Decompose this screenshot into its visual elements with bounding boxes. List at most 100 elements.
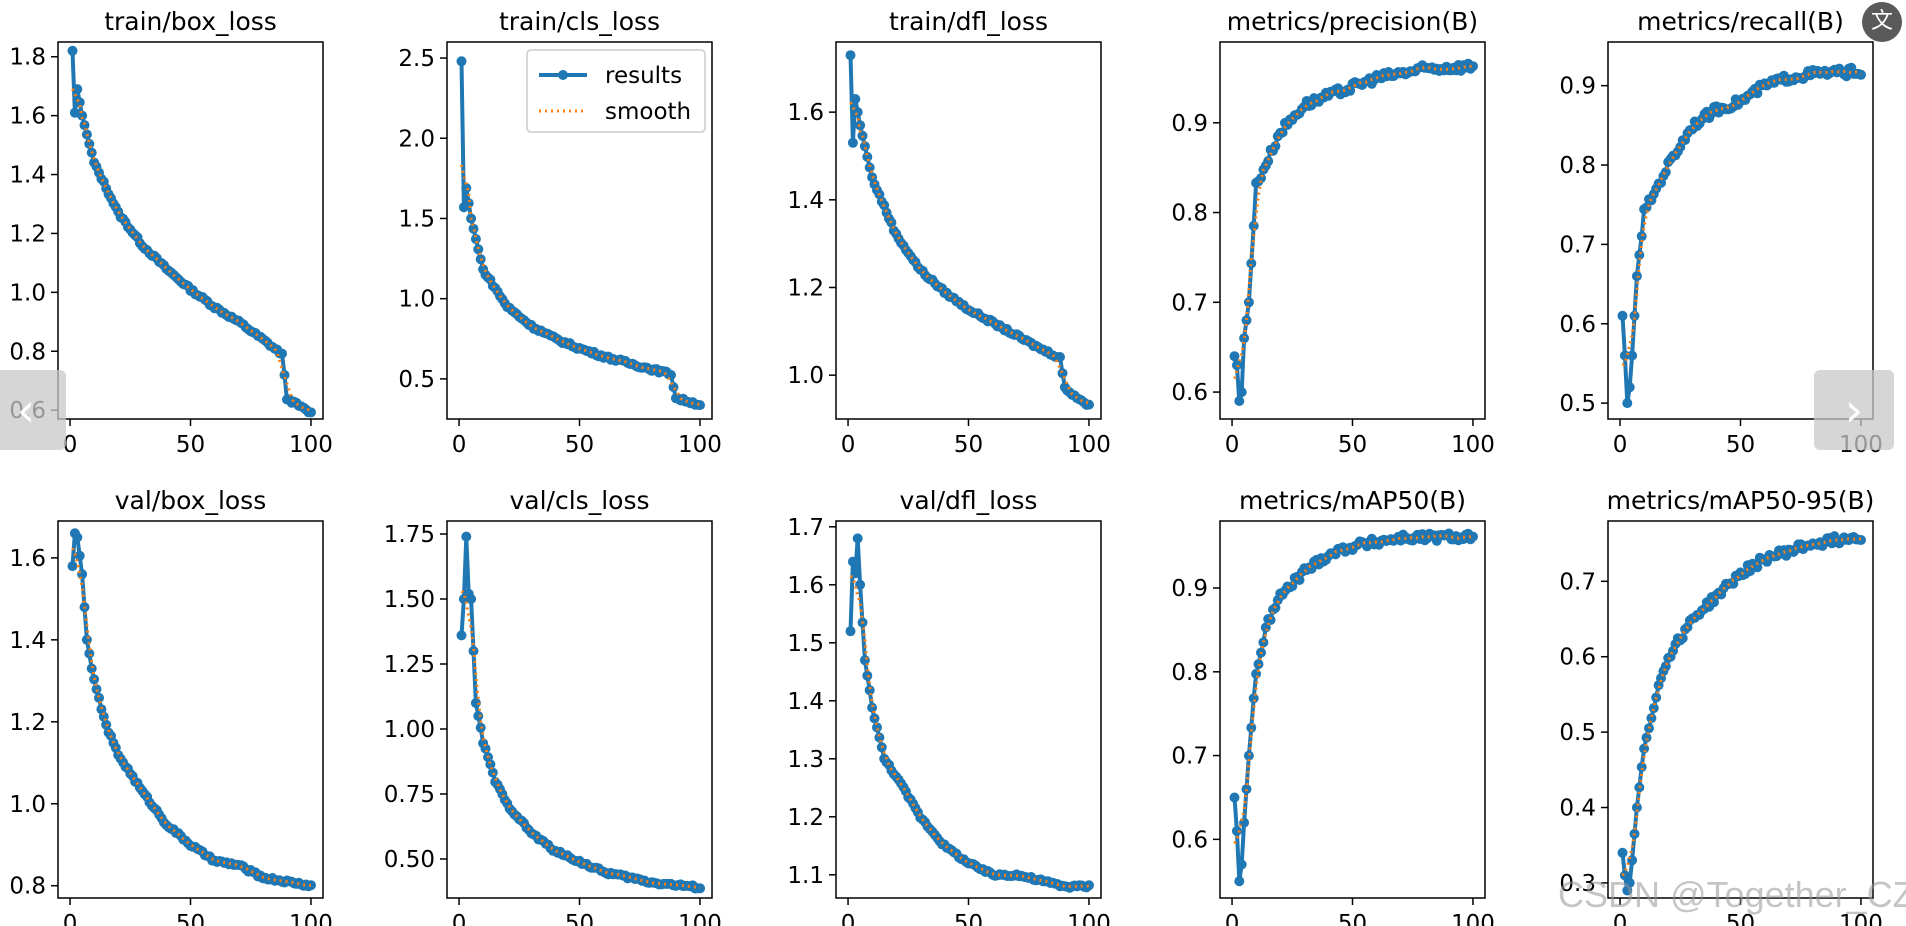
results-point bbox=[1244, 751, 1254, 761]
results-point bbox=[1230, 793, 1240, 803]
x-tick-label: 100 bbox=[1067, 911, 1111, 926]
subplot-title: train/cls_loss bbox=[499, 7, 660, 36]
x-tick-label: 100 bbox=[1451, 432, 1495, 458]
results-point bbox=[848, 138, 858, 148]
results-point bbox=[1258, 637, 1268, 647]
y-tick-label: 1.5 bbox=[398, 206, 435, 232]
y-tick-label: 1.2 bbox=[787, 275, 824, 301]
subplot-title: train/box_loss bbox=[104, 7, 277, 36]
y-tick-label: 1.0 bbox=[9, 280, 46, 306]
y-tick-label: 0.7 bbox=[1559, 569, 1596, 595]
results-point bbox=[1249, 693, 1259, 703]
y-tick-label: 0.7 bbox=[1171, 290, 1208, 316]
y-tick-label: 1.25 bbox=[384, 652, 435, 678]
results-point bbox=[1058, 368, 1068, 378]
legend-smooth-label: smooth bbox=[605, 99, 691, 125]
y-tick-label: 0.7 bbox=[1559, 232, 1596, 258]
y-tick-label: 1.75 bbox=[384, 522, 435, 548]
results-point bbox=[1242, 315, 1252, 325]
y-tick-label: 0.5 bbox=[398, 367, 435, 393]
legend: results smooth bbox=[527, 50, 705, 132]
results-figure: train/box_loss 0 50 100 0.6 0.8 1.0 1.2 1.4 1.6 1.… bbox=[0, 0, 1906, 926]
y-tick-label: 1.7 bbox=[787, 515, 824, 541]
y-tick-label: 1.6 bbox=[9, 546, 46, 572]
results-point bbox=[1618, 311, 1628, 321]
y-tick-label: 0.8 bbox=[1171, 660, 1208, 686]
x-tick-label: 100 bbox=[1451, 911, 1495, 926]
y-tick-label: 1.0 bbox=[9, 792, 46, 818]
results-point bbox=[1637, 231, 1647, 241]
results-point bbox=[1084, 880, 1094, 890]
x-tick-label: 0 bbox=[841, 911, 856, 926]
axes-frame bbox=[1220, 42, 1485, 419]
subplot-title: train/dfl_loss bbox=[889, 7, 1048, 36]
x-tick-label: 100 bbox=[289, 432, 333, 458]
previous-image-button[interactable]: ‹ bbox=[0, 370, 66, 450]
y-tick-label: 1.0 bbox=[787, 363, 824, 389]
y-tick-label: 1.2 bbox=[787, 805, 824, 831]
smooth-line bbox=[73, 89, 312, 411]
y-tick-label: 0.5 bbox=[1559, 391, 1596, 417]
y-tick-label: 2.0 bbox=[398, 126, 435, 152]
results-point bbox=[1237, 860, 1247, 870]
x-tick-label: 0 bbox=[841, 432, 856, 458]
results-point bbox=[80, 120, 90, 130]
subplot-3: train/dfl_loss0 50 1001.01.21.41.6 bbox=[787, 7, 1110, 458]
y-tick-label: 0.75 bbox=[384, 782, 435, 808]
x-tick-label: 50 bbox=[176, 432, 205, 458]
results-line bbox=[462, 537, 701, 889]
x-tick-label: 50 bbox=[954, 432, 983, 458]
subplot-title: val/cls_loss bbox=[510, 486, 650, 515]
results-point bbox=[1084, 400, 1094, 410]
x-tick-label: 0 bbox=[452, 911, 467, 926]
subplot-9: metrics/mAP50(B) 0 50 100 0.6 0.7 0.8 0.9 bbox=[1171, 486, 1494, 926]
results-point bbox=[1627, 351, 1637, 361]
y-tick-label: 1.2 bbox=[9, 710, 46, 736]
y-tick-label: 1.6 bbox=[787, 573, 824, 599]
y-tick-label: 1.50 bbox=[384, 587, 435, 613]
x-tick-label: 0 bbox=[1225, 911, 1240, 926]
y-tick-label: 0.9 bbox=[1171, 576, 1208, 602]
results-line bbox=[1623, 68, 1862, 403]
smooth-line bbox=[1235, 66, 1474, 378]
subplot-title: val/box_loss bbox=[115, 486, 266, 515]
smooth-line bbox=[1623, 71, 1862, 365]
smooth-line bbox=[1235, 536, 1474, 844]
results-point bbox=[68, 561, 78, 571]
y-tick-label: 0.9 bbox=[1559, 74, 1596, 100]
axes-frame bbox=[447, 521, 712, 898]
x-tick-label: 50 bbox=[565, 432, 594, 458]
y-tick-label: 1.4 bbox=[787, 188, 824, 214]
y-tick-label: 1.6 bbox=[787, 100, 824, 126]
y-tick-label: 0.50 bbox=[384, 847, 435, 873]
results-point bbox=[1234, 396, 1244, 406]
results-point bbox=[461, 532, 471, 542]
y-tick-label: 0.6 bbox=[1171, 380, 1208, 406]
results-point bbox=[1618, 848, 1628, 858]
legend-results-label: results bbox=[605, 63, 682, 89]
x-tick-label: 50 bbox=[1726, 432, 1755, 458]
translate-icon[interactable]: 文 bbox=[1862, 2, 1902, 42]
axes-frame bbox=[1220, 521, 1485, 898]
results-point bbox=[1244, 297, 1254, 307]
results-point bbox=[1678, 633, 1688, 643]
subplot-10: metrics/mAP50-95(B)0 50 1000.30.40.50.60.7 bbox=[1559, 486, 1882, 926]
results-point bbox=[77, 569, 87, 579]
y-tick-label: 1.6 bbox=[9, 104, 46, 130]
x-tick-label: 50 bbox=[1338, 911, 1367, 926]
subplot-title: val/dfl_loss bbox=[900, 486, 1038, 515]
subplot-4: metrics/precision(B)0 50 1000.60.70.80.9 bbox=[1171, 7, 1494, 458]
results-point bbox=[853, 533, 863, 543]
results-line bbox=[1235, 64, 1474, 401]
y-tick-label: 1.2 bbox=[9, 221, 46, 247]
next-image-button[interactable]: › bbox=[1814, 370, 1894, 450]
subplot-7: val/cls_loss 0 50 100 0.50 0.75 1.00 1.25 1.50 1.… bbox=[384, 486, 722, 926]
x-tick-label: 50 bbox=[954, 911, 983, 926]
results-point bbox=[457, 630, 467, 640]
x-tick-label: 100 bbox=[678, 911, 722, 926]
y-tick-label: 0.9 bbox=[1171, 111, 1208, 137]
x-tick-label: 50 bbox=[565, 911, 594, 926]
x-tick-label: 0 bbox=[452, 432, 467, 458]
x-tick-label: 100 bbox=[289, 911, 333, 926]
y-tick-label: 1.1 bbox=[787, 863, 824, 889]
